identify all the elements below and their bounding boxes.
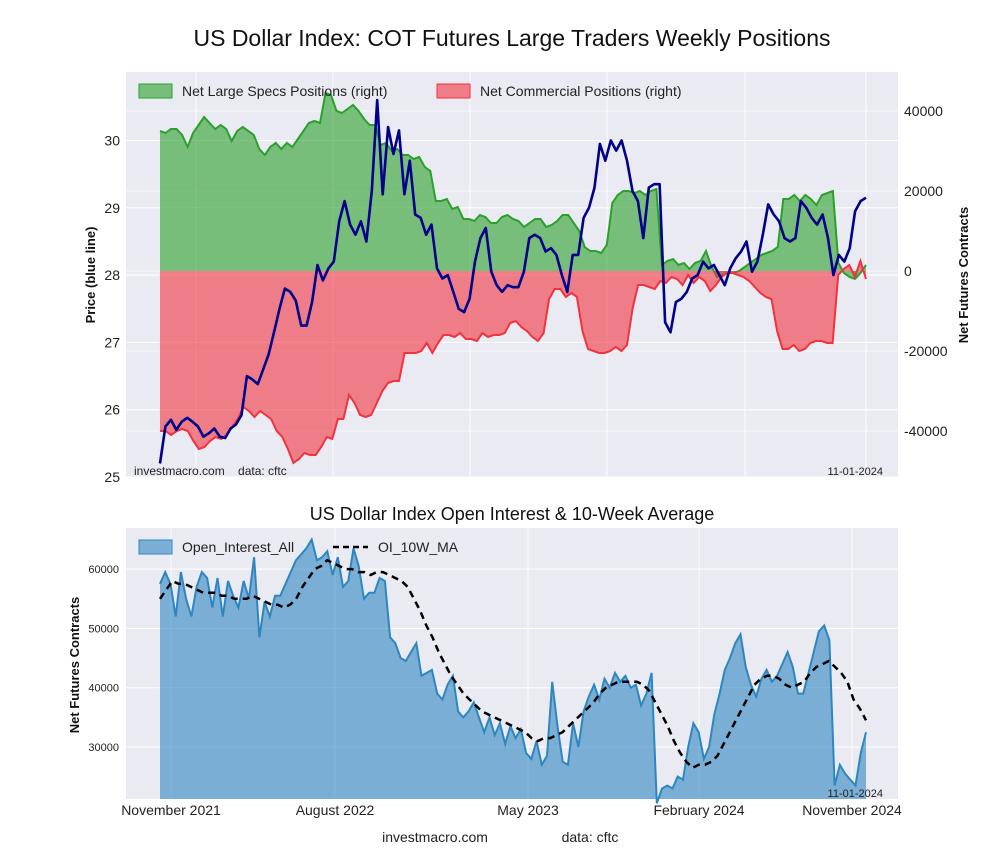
bottom-chart-panel: US Dollar Index Open Interest & 10-Week … — [67, 504, 902, 845]
top-date-label: 11-01-2024 — [828, 466, 883, 478]
price-line — [158, 98, 867, 464]
top-left-tick-label: 25 — [104, 469, 120, 485]
top-right-axis-ticks: -40000 -20000 0 20000 40000 — [904, 103, 948, 439]
top-series-layer — [158, 91, 867, 465]
top-chart-title: US Dollar Index: COT Futures Large Trade… — [193, 25, 830, 51]
top-right-tick-label: -20000 — [904, 343, 948, 359]
top-right-axis-label: Net Futures Contracts — [956, 207, 971, 344]
bottom-y-tick-label: 60000 — [88, 564, 119, 576]
legend-label-ma: OI_10W_MA — [378, 539, 459, 555]
top-watermark: investmacro.com data: cftc — [134, 464, 287, 478]
top-right-tick-label: 0 — [904, 263, 912, 279]
top-left-tick-label: 28 — [104, 267, 120, 283]
legend-swatch-specs — [138, 83, 173, 99]
bottom-y-axis-ticks: 30000 40000 50000 60000 — [88, 564, 119, 754]
footer-source-label: data: cftc — [562, 829, 619, 845]
oi-moving-average-line — [158, 558, 868, 770]
bottom-x-tick-label: May 2023 — [497, 802, 559, 818]
bottom-y-tick-label: 50000 — [88, 623, 119, 635]
top-right-tick-label: 40000 — [904, 103, 943, 119]
bottom-y-tick-label: 40000 — [88, 683, 119, 695]
top-left-tick-label: 30 — [104, 133, 120, 149]
top-left-tick-label: 29 — [104, 200, 120, 216]
commercial-area — [160, 261, 866, 463]
legend-swatch-commercial — [436, 83, 471, 99]
top-right-tick-label: -40000 — [904, 423, 948, 439]
top-chart-panel: US Dollar Index: COT Futures Large Trade… — [83, 25, 971, 485]
bottom-legend: Open_Interest_All OI_10W_MA — [138, 539, 459, 555]
bottom-series-layer — [158, 536, 868, 804]
top-left-axis-label: Price (blue line) — [83, 227, 98, 324]
legend-label-commercial: Net Commercial Positions (right) — [480, 83, 682, 99]
footer-site-label: investmacro.com — [382, 829, 488, 845]
top-legend: Net Large Specs Positions (right) Net Co… — [138, 83, 682, 99]
open-interest-line — [159, 536, 867, 804]
top-left-tick-label: 27 — [104, 334, 120, 350]
open-interest-area — [160, 539, 866, 804]
specs-line — [159, 91, 867, 281]
bottom-x-axis-ticks: November 2021 August 2022 May 2023 February… — [121, 802, 902, 818]
bottom-x-tick-label: November 2024 — [802, 802, 902, 818]
legend-swatch-oi — [138, 539, 173, 555]
bottom-x-tick-label: August 2022 — [296, 802, 375, 818]
bottom-y-tick-label: 30000 — [88, 742, 119, 754]
bottom-chart-title: US Dollar Index Open Interest & 10-Week … — [310, 504, 715, 524]
bottom-x-tick-label: November 2021 — [121, 802, 221, 818]
bottom-x-tick-label: February 2024 — [653, 802, 744, 818]
commercial-line — [160, 257, 867, 465]
top-right-tick-label: 20000 — [904, 183, 943, 199]
top-left-axis-ticks: 25 26 27 28 29 30 — [104, 133, 120, 486]
bottom-y-axis-label: Net Futures Contracts — [67, 597, 82, 734]
bottom-date-label: 11-01-2024 — [828, 788, 883, 800]
legend-label-oi: Open_Interest_All — [182, 539, 294, 555]
legend-label-specs: Net Large Specs Positions (right) — [182, 83, 387, 99]
top-left-tick-label: 26 — [104, 402, 120, 418]
